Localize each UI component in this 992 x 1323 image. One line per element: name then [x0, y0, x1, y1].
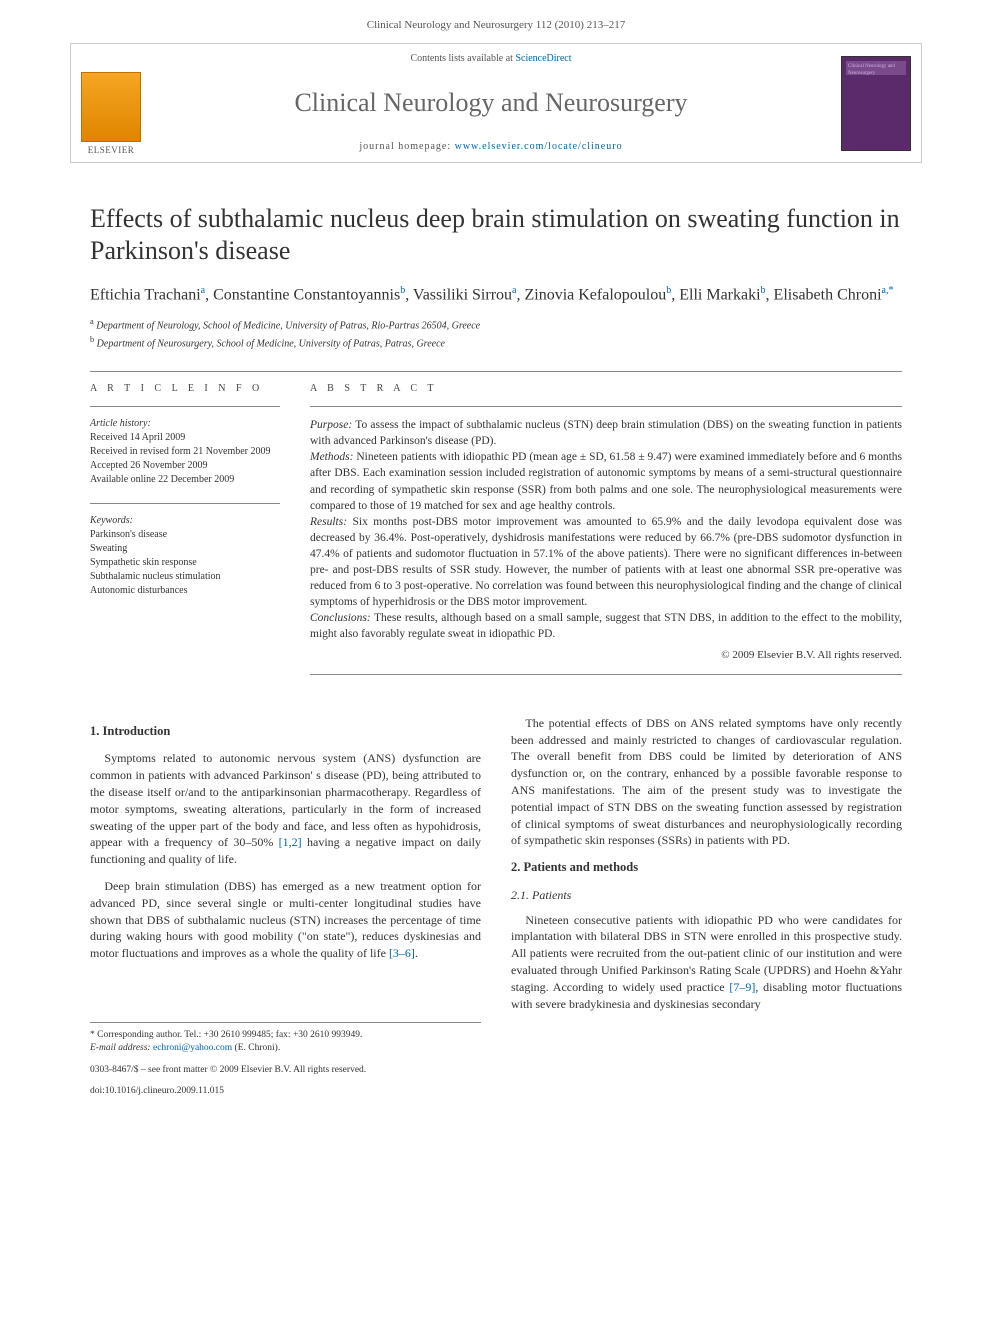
divider — [90, 503, 280, 504]
publisher-block: ELSEVIER — [71, 44, 151, 162]
divider — [90, 371, 902, 372]
divider — [90, 406, 280, 407]
corr-author: * Corresponding author. Tel.: +30 2610 9… — [90, 1029, 481, 1042]
patients-p1: Nineteen consecutive patients with idiop… — [511, 912, 902, 1013]
abstract-heading: A B S T R A C T — [310, 382, 902, 396]
patients-subheading: 2.1. Patients — [511, 887, 902, 904]
intro-p3: The potential effects of DBS on ANS rela… — [511, 715, 902, 849]
abstract-conclusions: Conclusions: These results, although bas… — [310, 610, 902, 642]
journal-cover-thumbnail: Clinical Neurology and Neurosurgery — [841, 56, 911, 151]
history-online: Available online 22 December 2009 — [90, 473, 280, 487]
left-column: 1. Introduction Symptoms related to auto… — [90, 715, 481, 1098]
email-link[interactable]: echroni@yahoo.com — [153, 1043, 232, 1053]
elsevier-tree-icon — [81, 72, 141, 142]
body-two-column: 1. Introduction Symptoms related to auto… — [90, 715, 902, 1098]
abstract-methods: Methods: Nineteen patients with idiopath… — [310, 449, 902, 513]
article-body: Effects of subthalamic nucleus deep brai… — [0, 163, 992, 1118]
abstract-purpose: Purpose: To assess the impact of subthal… — [310, 417, 902, 449]
info-heading: A R T I C L E I N F O — [90, 382, 280, 396]
history-accepted: Accepted 26 November 2009 — [90, 459, 280, 473]
keywords-block: Keywords: Parkinson's disease Sweating S… — [90, 514, 280, 598]
contents-line: Contents lists available at ScienceDirec… — [151, 52, 831, 66]
right-column: The potential effects of DBS on ANS rela… — [511, 715, 902, 1098]
keyword: Autonomic disturbances — [90, 584, 280, 598]
contents-prefix: Contents lists available at — [410, 53, 515, 64]
corr-email: E-mail address: echroni@yahoo.com (E. Ch… — [90, 1042, 481, 1055]
author-list: Eftichia Trachania, Constantine Constant… — [90, 284, 902, 307]
meta-abstract-row: A R T I C L E I N F O Article history: R… — [90, 382, 902, 685]
history-received: Received 14 April 2009 — [90, 431, 280, 445]
article-title: Effects of subthalamic nucleus deep brai… — [90, 203, 902, 265]
running-head: Clinical Neurology and Neurosurgery 112 … — [0, 0, 992, 43]
methods-heading: 2. Patients and methods — [511, 859, 902, 877]
cover-text: Clinical Neurology and Neurosurgery — [848, 63, 910, 77]
journal-name: Clinical Neurology and Neurosurgery — [151, 85, 831, 121]
keyword: Parkinson's disease — [90, 528, 280, 542]
banner-center: Contents lists available at ScienceDirec… — [151, 44, 831, 162]
intro-heading: 1. Introduction — [90, 723, 481, 741]
history-block: Article history: Received 14 April 2009 … — [90, 417, 280, 487]
copyright-line: © 2009 Elsevier B.V. All rights reserved… — [310, 648, 902, 663]
divider — [310, 674, 902, 675]
keywords-label: Keywords: — [90, 514, 280, 528]
homepage-link[interactable]: www.elsevier.com/locate/clineuro — [455, 141, 623, 152]
homepage-prefix: journal homepage: — [359, 141, 454, 152]
keyword: Subthalamic nucleus stimulation — [90, 570, 280, 584]
sciencedirect-link[interactable]: ScienceDirect — [515, 53, 571, 64]
citation-link[interactable]: [1,2] — [279, 835, 302, 849]
affiliation-b: b Department of Neurosurgery, School of … — [90, 334, 902, 351]
citation-link[interactable]: [3–6] — [389, 946, 415, 960]
intro-p1: Symptoms related to autonomic nervous sy… — [90, 750, 481, 868]
cover-block: Clinical Neurology and Neurosurgery — [831, 44, 921, 162]
keyword: Sympathetic skin response — [90, 556, 280, 570]
history-label: Article history: — [90, 417, 280, 431]
issn-line: 0303-8467/$ – see front matter © 2009 El… — [90, 1064, 481, 1077]
abstract-column: A B S T R A C T Purpose: To assess the i… — [310, 382, 902, 685]
corresponding-footnote: * Corresponding author. Tel.: +30 2610 9… — [90, 1022, 481, 1056]
affiliation-a: a Department of Neurology, School of Med… — [90, 316, 902, 333]
divider — [310, 406, 902, 407]
history-revised: Received in revised form 21 November 200… — [90, 445, 280, 459]
article-info-column: A R T I C L E I N F O Article history: R… — [90, 382, 280, 685]
keyword: Sweating — [90, 542, 280, 556]
citation-link[interactable]: [7–9] — [729, 980, 755, 994]
affiliations: a Department of Neurology, School of Med… — [90, 316, 902, 351]
abstract-results: Results: Six months post-DBS motor impro… — [310, 514, 902, 611]
doi-line: doi:10.1016/j.clineuro.2009.11.015 — [90, 1085, 481, 1098]
homepage-line: journal homepage: www.elsevier.com/locat… — [151, 140, 831, 154]
publisher-label: ELSEVIER — [88, 144, 135, 157]
journal-banner: ELSEVIER Contents lists available at Sci… — [70, 43, 922, 163]
intro-p2: Deep brain stimulation (DBS) has emerged… — [90, 878, 481, 962]
